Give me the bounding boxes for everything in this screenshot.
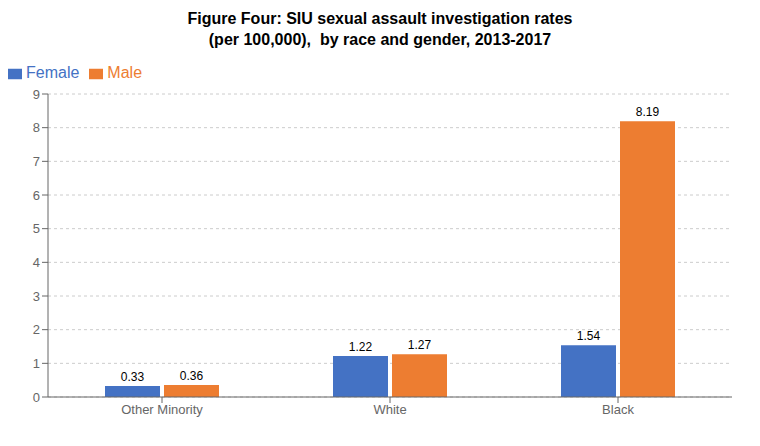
svg-text:Black: Black (602, 402, 634, 417)
svg-text:6: 6 (33, 188, 40, 203)
html-text:Male: Male (107, 64, 142, 81)
svg-text:1.27: 1.27 (408, 338, 432, 352)
svg-text:8.19: 8.19 (636, 105, 660, 119)
html-text:Female: Female (26, 64, 80, 81)
svg-text:8: 8 (33, 120, 40, 135)
svg-text:9: 9 (33, 87, 40, 102)
html-text:Figure Four: SIU sexual assaul: Figure Four: SIU sexual assault investig… (187, 10, 573, 27)
svg-text:Other Minority: Other Minority (121, 402, 203, 417)
svg-text:0.33: 0.33 (121, 370, 145, 384)
svg-text:1: 1 (33, 356, 40, 371)
svg-text:0.36: 0.36 (180, 369, 204, 383)
svg-text:2: 2 (33, 322, 40, 337)
svg-text:1.54: 1.54 (577, 329, 601, 343)
svg-text:5: 5 (33, 221, 40, 236)
svg-text:0: 0 (33, 390, 40, 405)
svg-text:4: 4 (33, 255, 40, 270)
svg-text:1.22: 1.22 (349, 340, 373, 354)
html-text:(per 100,000), by race and gen: (per 100,000), by race and gender, 2013-… (208, 31, 552, 48)
svg-text:7: 7 (33, 154, 40, 169)
svg-text:3: 3 (33, 289, 40, 304)
svg-text:White: White (373, 402, 406, 417)
